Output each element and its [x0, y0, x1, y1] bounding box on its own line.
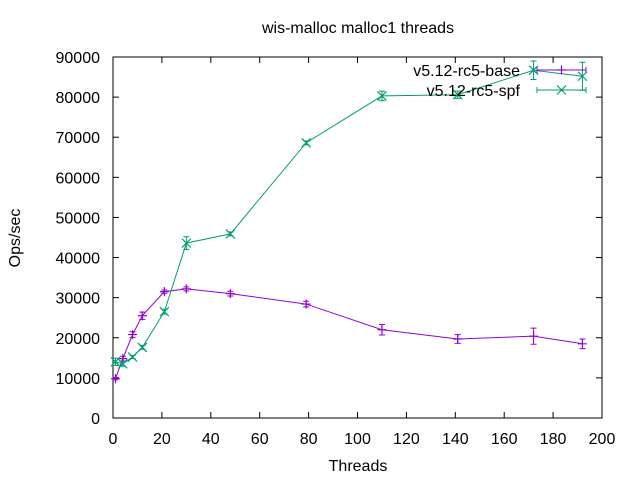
- data-point: [137, 311, 147, 321]
- y-tick-label: 70000: [56, 130, 101, 147]
- data-point: [110, 374, 120, 384]
- y-tick-label: 30000: [56, 291, 101, 308]
- data-point: [529, 331, 539, 341]
- data-point: [301, 137, 312, 148]
- y-tick-label: 60000: [56, 170, 101, 187]
- series-1: [110, 60, 588, 369]
- x-tick-label: 100: [344, 431, 371, 448]
- chart-legend: v5.12-rc5-base v5.12-rc5-spf: [413, 63, 587, 100]
- y-tick-label: 20000: [56, 331, 101, 348]
- data-point: [225, 228, 236, 239]
- data-point: [117, 358, 128, 369]
- data-point: [225, 289, 235, 299]
- y-tick-label: 10000: [56, 371, 101, 388]
- data-point: [159, 306, 170, 317]
- x-tick-label: 60: [251, 431, 269, 448]
- y-tick-label: 40000: [56, 251, 101, 268]
- data-point: [128, 330, 138, 340]
- data-point: [377, 325, 387, 335]
- y-tick-label: 80000: [56, 90, 101, 107]
- legend-marker: [557, 65, 566, 75]
- x-tick-label: 20: [153, 431, 171, 448]
- y-tick-label: 0: [91, 411, 100, 428]
- series-line: [114, 288, 583, 379]
- y-tick-label: 50000: [56, 210, 101, 227]
- x-tick-label: 120: [393, 431, 420, 448]
- y-axis-label: Ops/sec: [7, 209, 24, 268]
- legend-marker: [556, 85, 567, 95]
- x-tick-label: 40: [202, 431, 220, 448]
- x-tick-label: 200: [589, 431, 616, 448]
- data-point: [577, 339, 587, 349]
- data-point: [181, 238, 192, 249]
- legend-label: v5.12-rc5-base: [413, 63, 520, 80]
- y-tick-label: 90000: [56, 50, 101, 67]
- data-point: [577, 71, 588, 82]
- series-0: [110, 284, 587, 384]
- legend-label: v5.12-rc5-spf: [427, 83, 521, 100]
- data-point: [301, 299, 311, 309]
- x-tick-label: 160: [491, 431, 518, 448]
- data-point: [127, 352, 138, 362]
- x-tick-label: 140: [442, 431, 469, 448]
- chart-axes: 0 20 40 60 80 100 120 140 160 180 200 0 10000 20000 30…: [56, 50, 616, 448]
- x-tick-label: 0: [109, 431, 118, 448]
- data-point: [110, 356, 121, 367]
- data-point: [137, 342, 148, 353]
- data-point: [159, 287, 169, 297]
- chart-series: [110, 60, 588, 384]
- x-tick-label: 180: [540, 431, 567, 448]
- data-point: [181, 284, 191, 294]
- chart-title: wis-malloc malloc1 threads: [261, 20, 454, 37]
- x-tick-label: 80: [300, 431, 318, 448]
- data-point: [377, 90, 387, 101]
- data-point: [453, 334, 463, 344]
- x-axis-label: Threads: [329, 458, 388, 475]
- data-point: [452, 89, 463, 100]
- series-line: [115, 69, 583, 365]
